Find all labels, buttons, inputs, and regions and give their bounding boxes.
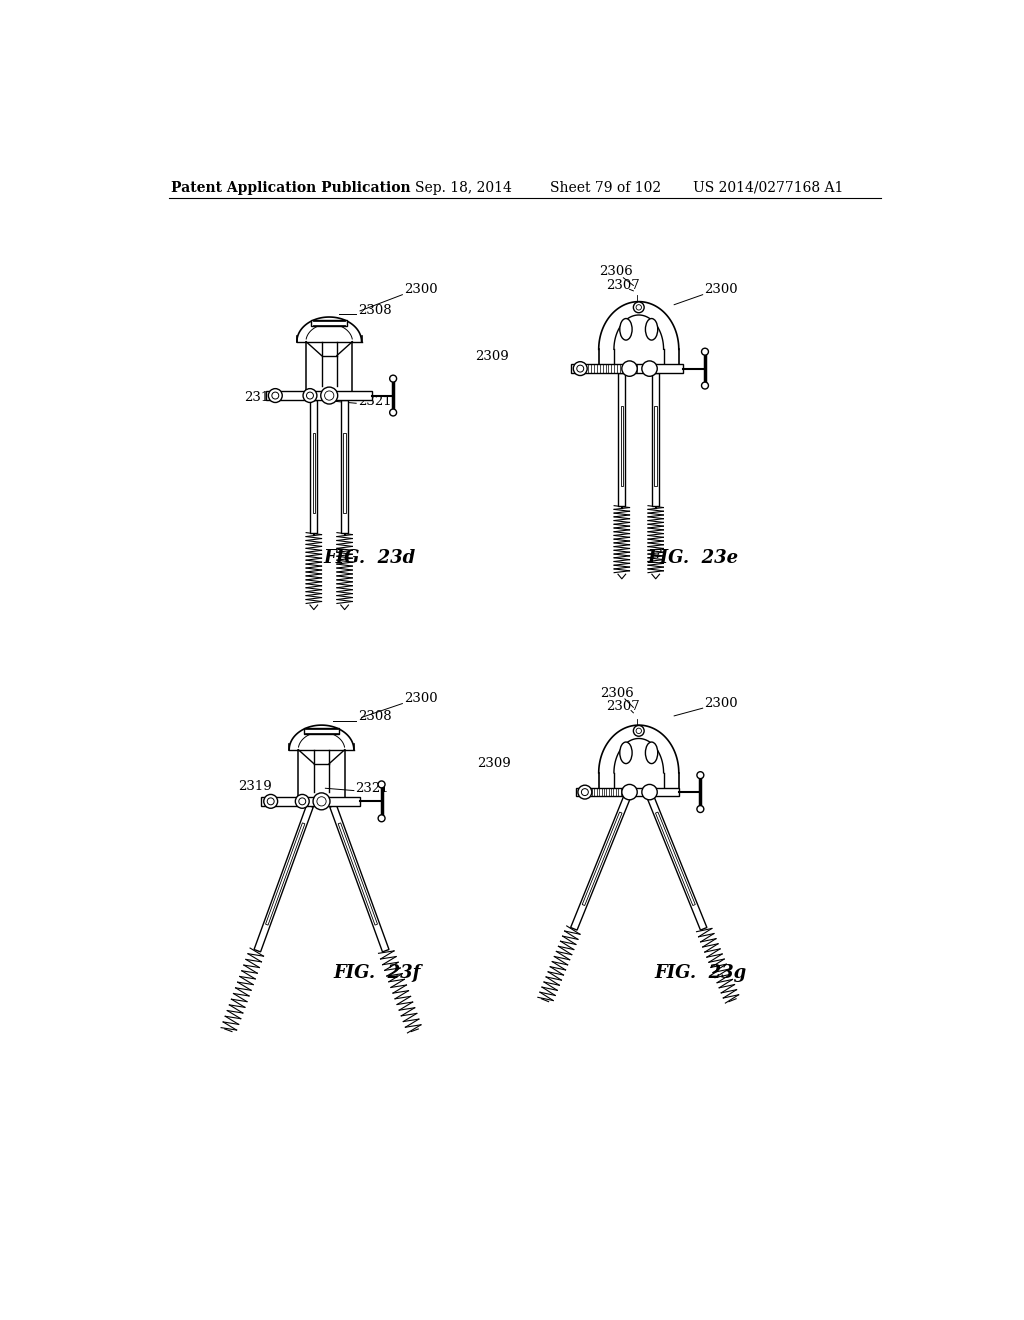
Ellipse shape [697, 805, 703, 813]
Bar [341, 400, 348, 533]
Text: Sep. 18, 2014: Sep. 18, 2014 [416, 181, 512, 194]
Text: Patent Application Publication: Patent Application Publication [171, 181, 411, 194]
Ellipse shape [701, 348, 709, 355]
Polygon shape [570, 796, 631, 931]
Circle shape [268, 388, 283, 403]
Bar [304, 729, 339, 734]
Text: FIG.  23d: FIG. 23d [324, 549, 416, 566]
Text: FIG.  23e: FIG. 23e [647, 549, 738, 566]
Text: 2321: 2321 [355, 783, 389, 795]
Bar [621, 407, 623, 486]
Circle shape [573, 362, 587, 376]
Bar [261, 797, 360, 805]
Bar [652, 374, 659, 506]
Ellipse shape [620, 742, 632, 763]
Bar [618, 374, 626, 506]
Ellipse shape [378, 781, 385, 788]
Text: 2300: 2300 [705, 697, 738, 710]
Polygon shape [265, 822, 305, 925]
Text: 2321: 2321 [357, 395, 391, 408]
Circle shape [642, 360, 657, 376]
Text: 2309: 2309 [477, 756, 511, 770]
Circle shape [634, 302, 644, 313]
Polygon shape [583, 812, 622, 906]
Circle shape [622, 784, 637, 800]
Ellipse shape [697, 772, 703, 779]
Polygon shape [647, 796, 707, 931]
Circle shape [264, 795, 278, 808]
Circle shape [634, 726, 644, 737]
Text: 2309: 2309 [475, 350, 509, 363]
Text: FIG.  23g: FIG. 23g [654, 965, 746, 982]
Text: 2307: 2307 [605, 280, 639, 292]
Circle shape [313, 793, 330, 810]
Polygon shape [254, 805, 313, 952]
Circle shape [642, 784, 657, 800]
Text: 2306: 2306 [599, 265, 633, 279]
Circle shape [321, 387, 338, 404]
Text: 2308: 2308 [357, 304, 391, 317]
Bar [311, 321, 347, 326]
Text: 2300: 2300 [403, 692, 437, 705]
Text: 2300: 2300 [403, 284, 437, 296]
Ellipse shape [390, 375, 396, 381]
Text: 2307: 2307 [606, 701, 640, 714]
Polygon shape [338, 822, 378, 925]
Bar [312, 433, 315, 512]
Text: 2319: 2319 [245, 391, 279, 404]
Bar [310, 400, 317, 533]
Text: 2308: 2308 [357, 710, 391, 723]
Polygon shape [655, 812, 695, 906]
Circle shape [295, 795, 309, 808]
Ellipse shape [701, 381, 709, 389]
Ellipse shape [390, 409, 396, 416]
Circle shape [622, 360, 637, 376]
Bar [343, 433, 346, 512]
Circle shape [303, 388, 316, 403]
Text: 2300: 2300 [705, 284, 738, 296]
Text: 2306: 2306 [600, 688, 634, 701]
Text: 2319: 2319 [239, 780, 272, 793]
Ellipse shape [378, 814, 385, 822]
Bar [266, 391, 372, 400]
Text: FIG.  23f: FIG. 23f [333, 965, 421, 982]
Text: Sheet 79 of 102: Sheet 79 of 102 [550, 181, 662, 194]
Bar [654, 407, 657, 486]
Text: US 2014/0277168 A1: US 2014/0277168 A1 [692, 181, 843, 194]
Ellipse shape [645, 318, 657, 341]
Ellipse shape [645, 742, 657, 763]
Ellipse shape [620, 318, 632, 341]
Bar [571, 364, 683, 372]
Circle shape [578, 785, 592, 799]
Polygon shape [330, 805, 389, 952]
Bar [575, 788, 679, 796]
